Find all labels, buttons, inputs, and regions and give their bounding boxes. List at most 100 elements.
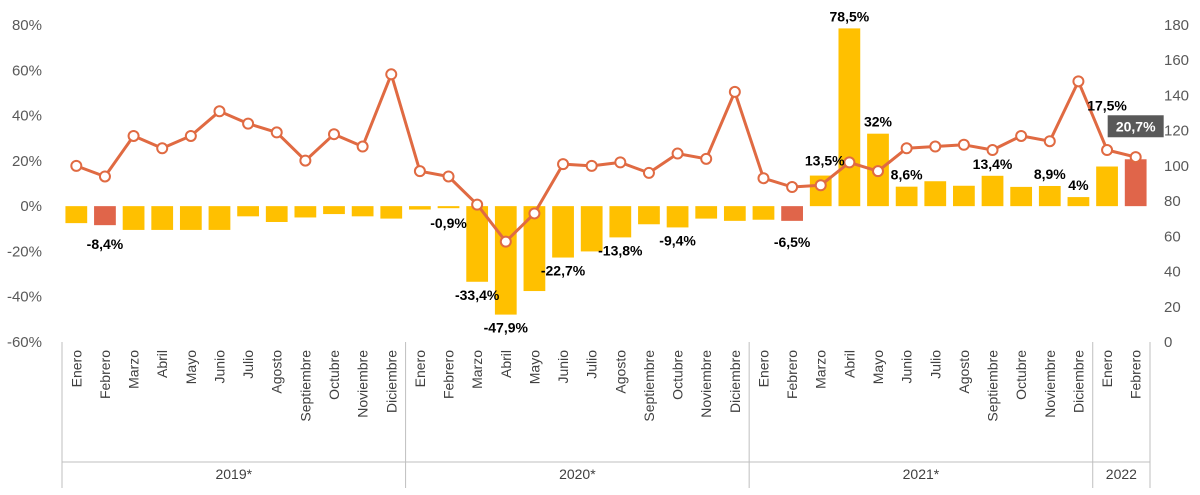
data-label: 8,9% [1034,166,1066,182]
category-label: Abril [841,350,857,378]
data-label: 8,6% [891,167,923,183]
bar [380,206,403,219]
bar [351,206,374,217]
line-marker [1101,144,1114,157]
bar [294,206,317,218]
line-marker [986,144,999,157]
y-left-tick-label: 40% [12,108,42,125]
category-label: Enero [412,350,428,388]
category-label: Marzo [813,350,829,389]
bar [895,186,918,207]
bar [151,206,174,230]
line-marker [471,198,484,211]
bar [924,181,947,207]
year-label: 2020* [559,466,596,482]
data-label: -0,9% [430,215,467,231]
data-label: 78,5% [830,8,870,24]
category-label: Septiembre [641,350,657,422]
bar [1096,166,1118,207]
category-label: Julio [584,350,600,379]
line-marker [98,170,111,183]
data-label: 20,7% [1116,118,1156,134]
bar [523,206,546,292]
y-right-tick-label: 100 [1164,158,1189,175]
line-marker [900,142,913,155]
line-marker [814,179,827,192]
bar [695,206,718,219]
line-marker [127,129,140,142]
line-marker [385,68,398,81]
y-right-tick-label: 160 [1164,52,1189,69]
data-label-box [1107,115,1164,138]
category-label: Diciembre [727,350,743,413]
data-label: 17,5% [1087,98,1127,114]
bar [409,206,431,210]
y-left-tick-label: 0% [20,198,42,215]
bar [437,206,460,209]
y-right-tick-label: 120 [1164,123,1189,140]
bar [752,206,775,220]
data-label: -8,4% [87,236,124,252]
data-label: -6,5% [774,234,811,250]
y-left-tick-label: 60% [12,62,42,79]
bar [1124,159,1147,207]
line-marker [1043,135,1056,148]
category-label: Octubre [1013,350,1029,400]
y-right-tick-label: 20 [1164,299,1181,316]
line-marker [213,105,226,118]
category-label: Mayo [526,350,542,384]
data-label: 4% [1068,177,1089,193]
bar [638,206,660,225]
category-label: Agosto [612,350,628,394]
line-marker [1072,75,1085,88]
bar [323,206,345,215]
y-left-tick-label: -60% [7,334,42,351]
y-right-tick-label: 80 [1164,193,1181,210]
line-marker [671,147,684,160]
y-left-tick-label: -40% [7,289,42,306]
category-label: Noviembre [698,350,714,418]
y-left-tick-label: 80% [12,17,42,34]
bar [609,206,632,238]
line-marker [242,117,255,130]
bar [838,28,861,207]
line-marker [299,154,312,167]
line-marker [156,142,169,155]
line-marker [328,128,340,141]
data-label: 13,4% [973,156,1013,172]
line-marker [843,156,856,169]
category-label: Febrero [784,350,800,399]
line-marker [356,140,369,153]
data-label: -13,8% [598,242,643,258]
line-marker [1015,129,1028,142]
line-marker [70,159,83,172]
data-label: -9,4% [659,232,696,248]
index-line [70,68,1142,248]
category-label: Noviembre [355,350,371,418]
line-marker [1129,151,1142,164]
data-label: -33,4% [455,287,500,303]
bar [580,206,603,252]
line-marker [528,207,541,220]
bar [179,206,202,230]
bar [122,206,145,230]
y-right-tick-label: 180 [1164,17,1189,34]
category-label: Mayo [183,350,199,384]
category-label: Abril [154,350,170,378]
bar [65,206,88,224]
bar [237,206,259,217]
y-right-tick-label: 140 [1164,87,1189,104]
category-label: Noviembre [1042,350,1058,418]
line-marker [929,140,942,153]
category-label: Septiembre [297,350,313,422]
data-label: 13,5% [805,153,845,169]
y-left-tick-label: 20% [12,153,42,170]
data-label: -47,9% [484,320,529,336]
bar [981,175,1004,207]
category-label: Junio [899,350,915,384]
category-label: Febrero [441,350,457,399]
bar [1010,186,1033,207]
bar [265,206,288,222]
bar [1067,197,1090,207]
